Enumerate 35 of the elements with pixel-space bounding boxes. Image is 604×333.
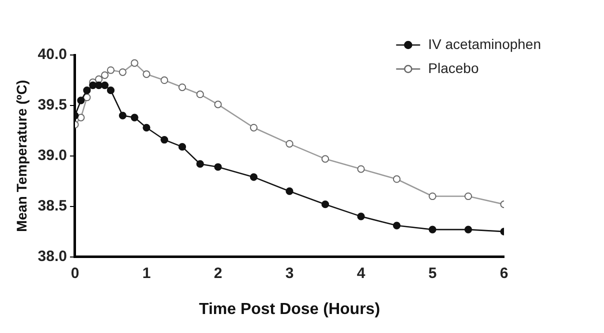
point <box>196 160 204 168</box>
y-tick-label: 38.5 <box>38 197 67 214</box>
x-tick-label: 3 <box>285 264 294 282</box>
legend-label: IV acetaminophen <box>428 36 542 52</box>
point <box>142 124 150 132</box>
x-axis-title: Time Post Dose (Hours) <box>198 300 380 318</box>
point <box>321 200 330 208</box>
point <box>118 112 126 120</box>
point <box>83 86 91 94</box>
point <box>286 187 294 196</box>
x-tick-label: 5 <box>428 264 437 282</box>
y-tick-label: 40.0 <box>38 46 67 64</box>
y-tick-label: 39.5 <box>38 96 67 114</box>
point <box>130 114 138 122</box>
point <box>357 212 365 220</box>
x-tick-label: 2 <box>214 264 222 282</box>
x-tick-label: 4 <box>356 264 366 282</box>
y-axis-title: Mean Temperature (ºC) <box>13 80 30 232</box>
point <box>106 86 115 94</box>
point <box>428 226 436 234</box>
point <box>250 173 258 181</box>
x-tick-label: 1 <box>142 264 151 282</box>
point <box>178 143 186 151</box>
y-tick-label: 39.0 <box>38 147 67 164</box>
y-tick-label: 38.0 <box>38 248 67 265</box>
point <box>464 226 472 234</box>
point <box>392 222 401 230</box>
point <box>77 96 85 104</box>
point <box>160 136 168 144</box>
point <box>214 163 222 171</box>
x-tick-label: 0 <box>70 264 80 282</box>
point <box>101 81 109 90</box>
point <box>95 81 103 90</box>
x-tick-label: 6 <box>500 264 508 282</box>
legend-label: Placebo <box>428 60 479 76</box>
